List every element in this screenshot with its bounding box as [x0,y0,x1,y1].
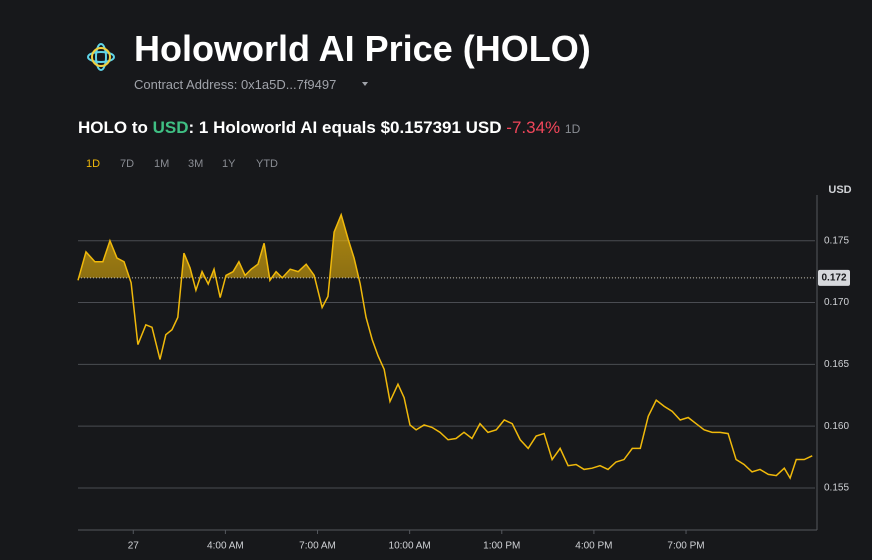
range-tab[interactable]: 7D [120,158,135,170]
change: -7.34% [506,118,561,137]
range-tab[interactable]: 1M [154,158,170,170]
title: Holoworld AI Price (HOLO) [134,28,591,69]
x-tick-label: 4:00 PM [575,541,612,552]
x-tick-label: 4:00 AM [207,541,244,552]
base: HOLO to [78,118,153,137]
x-tick-label: 7:00 AM [299,541,336,552]
range-tab[interactable]: 1Y [222,158,236,170]
reference-label: 0.172 [821,272,846,283]
quote[interactable]: USD [152,118,189,137]
price-line [77,212,813,480]
period: 1D [564,122,581,136]
reference-label-box [818,269,850,286]
tabs: 1D 7D 1M 3M 1Y YTD [86,158,290,170]
x-tick-label: 1:00 PM [483,541,520,552]
range-tab[interactable]: 3M [188,158,204,170]
y-tick-label: 0.155 [824,483,849,494]
contract-address[interactable]: Contract Address: 0x1a5D...7f9497 [134,77,337,92]
area-fill [78,214,359,278]
axis-unit: USD [828,184,851,196]
range-tab[interactable]: 1D [86,158,101,170]
x-tick-label: 10:00 AM [389,541,431,552]
x-tick-label: 7:00 PM [667,541,704,552]
y-tick-label: 0.170 [824,297,849,308]
y-tick-label: 0.165 [824,359,849,370]
x-tick-label: 27 [128,541,140,552]
logo [87,43,115,71]
dropdown-caret [362,82,368,86]
range-tab[interactable]: YTD [256,158,278,170]
price-text: : 1 Holoworld AI equals $0.157391 USD [188,118,502,137]
y-tick-label: 0.175 [824,235,849,246]
price-line: HOLO to USD: 1 Holoworld AI equals $0.15… [78,118,580,138]
y-tick-label: 0.160 [824,421,849,432]
